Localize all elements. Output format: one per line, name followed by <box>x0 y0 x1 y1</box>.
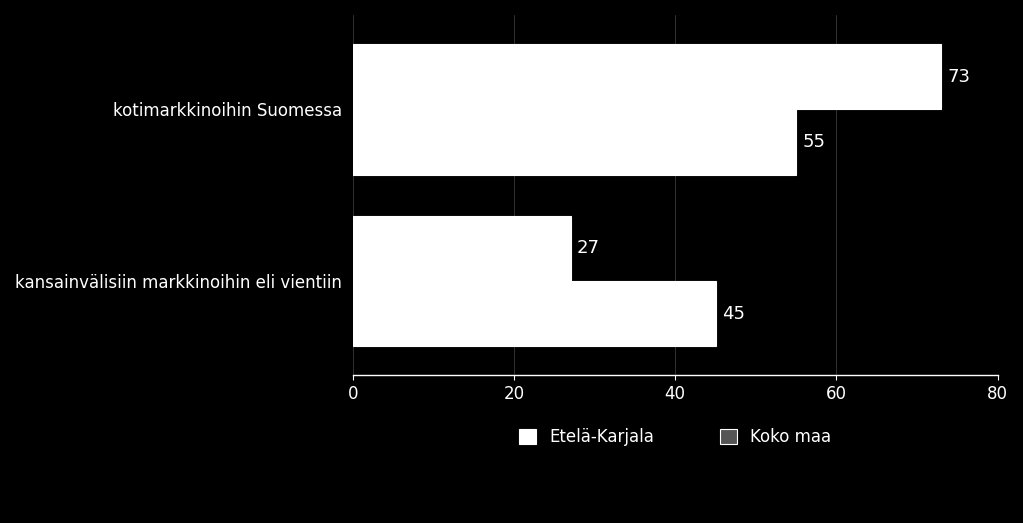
Text: 55: 55 <box>802 133 826 151</box>
Bar <box>353 109 796 175</box>
Bar <box>353 44 941 109</box>
Bar <box>353 281 715 346</box>
Legend: Etelä-Karjala, Koko maa: Etelä-Karjala, Koko maa <box>519 428 832 447</box>
Bar <box>353 216 571 281</box>
Text: 73: 73 <box>947 68 971 86</box>
Text: 45: 45 <box>722 305 745 323</box>
Text: 27: 27 <box>577 240 599 257</box>
